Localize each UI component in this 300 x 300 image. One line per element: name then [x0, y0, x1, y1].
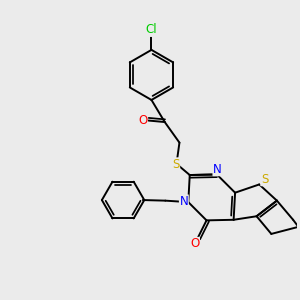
Text: N: N	[213, 163, 222, 176]
Text: O: O	[190, 237, 200, 250]
Text: O: O	[138, 114, 147, 127]
Text: Cl: Cl	[146, 23, 157, 36]
Text: N: N	[179, 195, 188, 208]
Text: S: S	[172, 158, 180, 171]
Text: S: S	[261, 172, 268, 186]
